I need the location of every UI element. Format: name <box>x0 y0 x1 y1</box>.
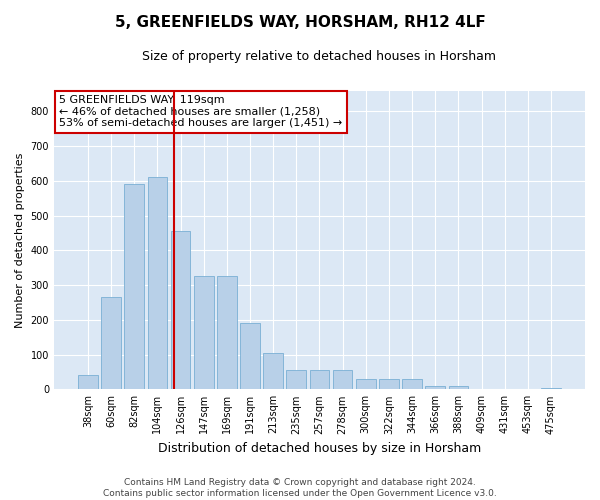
Bar <box>194 276 214 390</box>
Bar <box>425 386 445 390</box>
Bar <box>78 376 98 390</box>
Bar <box>449 386 468 390</box>
Text: 5 GREENFIELDS WAY: 119sqm
← 46% of detached houses are smaller (1,258)
53% of se: 5 GREENFIELDS WAY: 119sqm ← 46% of detac… <box>59 95 343 128</box>
Bar <box>148 178 167 390</box>
Bar <box>333 370 352 390</box>
Bar <box>263 353 283 390</box>
Bar <box>310 370 329 390</box>
Bar <box>217 276 236 390</box>
Text: Contains HM Land Registry data © Crown copyright and database right 2024.
Contai: Contains HM Land Registry data © Crown c… <box>103 478 497 498</box>
Bar <box>472 388 491 390</box>
Text: 5, GREENFIELDS WAY, HORSHAM, RH12 4LF: 5, GREENFIELDS WAY, HORSHAM, RH12 4LF <box>115 15 485 30</box>
Title: Size of property relative to detached houses in Horsham: Size of property relative to detached ho… <box>142 50 496 63</box>
Bar <box>518 388 538 390</box>
Bar <box>379 379 399 390</box>
X-axis label: Distribution of detached houses by size in Horsham: Distribution of detached houses by size … <box>158 442 481 455</box>
Bar <box>240 324 260 390</box>
Bar <box>541 388 561 390</box>
Bar <box>101 297 121 390</box>
Bar <box>286 370 306 390</box>
Bar <box>170 231 190 390</box>
Y-axis label: Number of detached properties: Number of detached properties <box>15 152 25 328</box>
Bar <box>495 388 515 390</box>
Bar <box>124 184 144 390</box>
Bar <box>356 379 376 390</box>
Bar <box>402 379 422 390</box>
